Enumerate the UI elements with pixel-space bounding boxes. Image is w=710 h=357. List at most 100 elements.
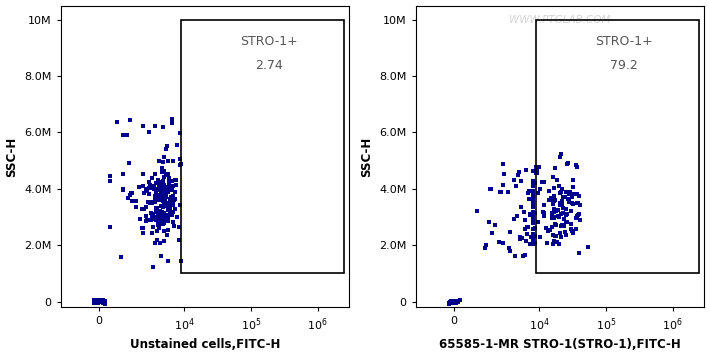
Point (88, 297, 99, 302)
Point (149, 171, 160, 177)
Point (556, 223, 567, 229)
Point (527, 188, 538, 194)
Point (158, 154, 170, 160)
Point (520, 217, 531, 223)
Point (143, 191, 155, 196)
Point (523, 191, 534, 196)
Point (567, 185, 579, 190)
Point (168, 223, 179, 228)
Point (563, 160, 574, 166)
Point (527, 220, 538, 225)
Point (572, 200, 583, 206)
Point (570, 215, 581, 220)
Point (515, 234, 526, 240)
Point (163, 187, 175, 192)
Point (97, 299, 109, 305)
Point (572, 164, 583, 170)
Point (118, 171, 129, 177)
Point (547, 174, 559, 180)
Point (163, 175, 175, 181)
Point (156, 165, 168, 171)
Point (527, 204, 538, 210)
Point (158, 204, 169, 210)
Point (146, 230, 158, 236)
Point (137, 183, 148, 189)
Point (546, 210, 557, 216)
Point (562, 161, 573, 167)
Point (138, 190, 150, 196)
Point (454, 297, 465, 303)
Point (147, 175, 158, 181)
Point (153, 158, 165, 164)
Point (452, 299, 464, 305)
Point (98, 300, 109, 306)
Point (527, 183, 538, 189)
Point (520, 252, 531, 257)
Point (446, 300, 457, 306)
Point (156, 210, 168, 215)
Point (130, 198, 141, 204)
Point (163, 218, 174, 223)
Point (150, 191, 161, 197)
Point (548, 193, 559, 199)
Point (159, 213, 170, 219)
Point (535, 235, 546, 240)
Point (567, 230, 579, 236)
Point (149, 194, 160, 200)
Point (527, 231, 538, 236)
Point (136, 206, 147, 212)
Point (483, 219, 494, 225)
Point (532, 190, 544, 196)
Point (156, 169, 168, 175)
Point (141, 188, 152, 193)
Point (159, 182, 170, 188)
Point (518, 209, 530, 215)
Point (97, 300, 108, 306)
Point (153, 197, 165, 203)
Point (99, 301, 110, 306)
Point (89, 298, 101, 304)
Point (166, 116, 178, 122)
Point (555, 202, 566, 208)
Point (509, 253, 520, 259)
Point (545, 197, 557, 202)
Point (443, 301, 454, 307)
Point (527, 226, 538, 232)
Point (447, 299, 459, 305)
Point (554, 183, 565, 188)
Point (153, 225, 165, 231)
Point (137, 123, 148, 129)
Point (445, 298, 457, 304)
Point (158, 220, 170, 226)
Point (150, 123, 161, 129)
Point (532, 219, 544, 225)
Point (560, 212, 572, 218)
Point (547, 225, 558, 230)
Point (151, 188, 162, 193)
Point (557, 211, 569, 216)
Point (527, 196, 538, 202)
Point (471, 208, 483, 214)
Point (153, 192, 165, 198)
Point (115, 254, 126, 260)
Point (158, 214, 170, 220)
Point (160, 188, 171, 194)
Point (538, 210, 550, 216)
Point (148, 185, 159, 191)
Point (444, 300, 456, 305)
Point (527, 211, 538, 216)
Point (548, 198, 559, 204)
Point (153, 221, 164, 227)
Point (121, 132, 132, 137)
Point (149, 199, 160, 205)
Point (168, 193, 179, 199)
Point (146, 200, 158, 206)
Point (564, 191, 575, 197)
Point (148, 183, 160, 189)
Point (530, 233, 541, 239)
Point (557, 205, 569, 211)
Point (549, 197, 560, 203)
Point (451, 300, 462, 306)
Point (549, 207, 560, 212)
Point (175, 161, 187, 167)
